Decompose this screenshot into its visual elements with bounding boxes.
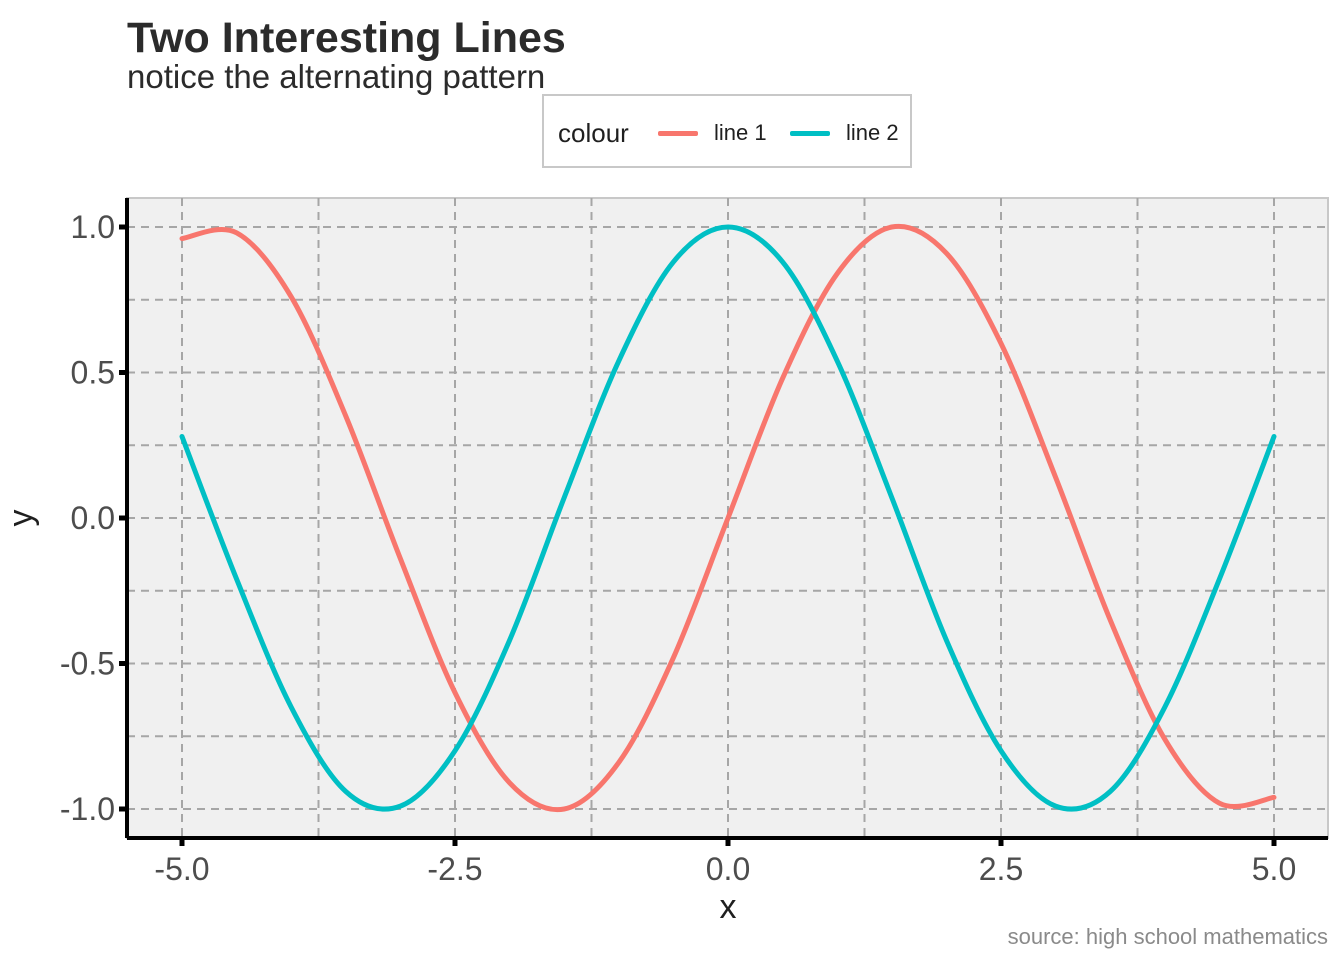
y-tick-label: 0.0 xyxy=(71,500,115,536)
x-tick-label: 2.5 xyxy=(979,851,1023,887)
chart-caption: source: high school mathematics xyxy=(1007,924,1328,949)
minor-gridlines xyxy=(127,198,1328,838)
series-line-2 xyxy=(179,224,1277,812)
x-tick-label: 0.0 xyxy=(706,851,750,887)
legend-key-line-2 xyxy=(790,131,830,136)
x-tick-label: -5.0 xyxy=(154,851,209,887)
chart-title: Two Interesting Lines xyxy=(127,14,566,62)
y-tick-label: 0.5 xyxy=(71,355,115,391)
y-tick-label: -0.5 xyxy=(60,646,115,682)
x-axis-ticks: -5.0 -2.5 0.0 2.5 5.0 xyxy=(154,838,1296,887)
legend: colour line 1 line 2 xyxy=(542,94,912,168)
legend-title: colour xyxy=(558,118,629,148)
y-axis-ticks: 1.0 0.5 0.0 -0.5 -1.0 xyxy=(60,209,127,827)
series-line-1 xyxy=(179,223,1277,813)
chart-subtitle: notice the alternating pattern xyxy=(127,58,546,95)
x-axis-title: x xyxy=(720,888,737,926)
series-lines xyxy=(179,223,1277,813)
legend-label-line-1: line 1 xyxy=(714,120,767,145)
y-tick-label: -1.0 xyxy=(60,791,115,827)
y-axis-title: y xyxy=(2,510,40,527)
legend-label-line-2: line 2 xyxy=(846,120,899,145)
legend-key-line-1 xyxy=(658,131,698,136)
y-tick-label: 1.0 xyxy=(71,209,115,245)
x-tick-label: 5.0 xyxy=(1252,851,1296,887)
x-tick-label: -2.5 xyxy=(427,851,482,887)
